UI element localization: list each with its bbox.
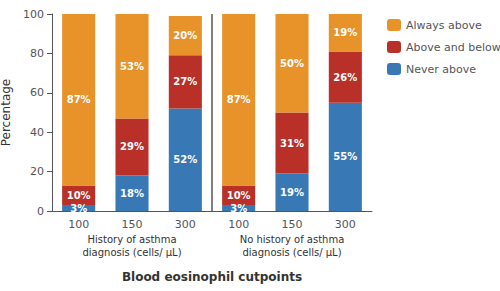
svg-text:3%: 3% (230, 203, 247, 214)
svg-text:87%: 87% (227, 94, 251, 105)
svg-text:52%: 52% (173, 154, 197, 165)
svg-text:Above and below: Above and below (406, 41, 500, 54)
svg-text:18%: 18% (120, 188, 144, 199)
svg-text:Never above: Never above (406, 63, 476, 76)
svg-text:80: 80 (30, 47, 44, 60)
svg-text:10%: 10% (227, 190, 251, 201)
svg-text:50%: 50% (280, 58, 304, 69)
svg-text:150: 150 (122, 218, 143, 231)
svg-text:3%: 3% (70, 203, 87, 214)
svg-text:10%: 10% (67, 190, 91, 201)
svg-text:Blood eosinophil cutpoints: Blood eosinophil cutpoints (122, 270, 302, 284)
svg-text:300: 300 (335, 218, 356, 231)
svg-text:20: 20 (30, 165, 44, 178)
svg-text:100: 100 (228, 218, 249, 231)
svg-text:diagnosis (cells/ μL): diagnosis (cells/ μL) (82, 247, 181, 258)
svg-text:29%: 29% (120, 141, 144, 152)
svg-text:History of asthma: History of asthma (87, 234, 176, 245)
svg-text:0: 0 (37, 205, 44, 218)
svg-text:19%: 19% (280, 187, 304, 198)
svg-text:40: 40 (30, 126, 44, 139)
svg-text:60: 60 (30, 86, 44, 99)
svg-text:27%: 27% (173, 76, 197, 87)
svg-text:26%: 26% (333, 72, 357, 83)
svg-text:19%: 19% (333, 27, 357, 38)
svg-text:150: 150 (282, 218, 303, 231)
svg-text:53%: 53% (120, 61, 144, 72)
svg-text:87%: 87% (67, 94, 91, 105)
svg-text:Percentage: Percentage (0, 79, 13, 147)
svg-text:100: 100 (23, 8, 44, 21)
svg-text:55%: 55% (333, 151, 357, 162)
svg-text:31%: 31% (280, 138, 304, 149)
svg-text:20%: 20% (173, 30, 197, 41)
svg-text:100: 100 (68, 218, 89, 231)
svg-text:Always above: Always above (406, 19, 482, 32)
svg-text:300: 300 (175, 218, 196, 231)
svg-text:diagnosis (cells/ μL): diagnosis (cells/ μL) (242, 247, 341, 258)
svg-text:No history of asthma: No history of asthma (240, 234, 345, 245)
